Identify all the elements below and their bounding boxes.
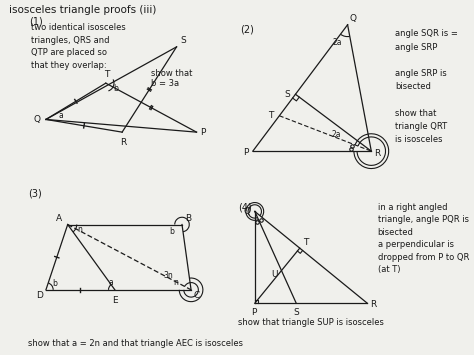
Text: (2): (2) [240, 25, 254, 35]
Text: 2a: 2a [332, 130, 341, 139]
Text: angle SQR is =
angle SRP

angle SRP is
bisected

show that
triangle QRT
is isosc: angle SQR is = angle SRP angle SRP is bi… [395, 29, 458, 144]
Text: 3n: 3n [164, 271, 173, 280]
Text: 2a: 2a [333, 38, 342, 47]
Text: (4): (4) [238, 203, 252, 213]
Text: show that a = 2n and that triangle AEC is isosceles: show that a = 2n and that triangle AEC i… [28, 339, 243, 348]
Text: P: P [243, 148, 248, 157]
Text: E: E [112, 296, 118, 305]
Text: a: a [59, 111, 64, 120]
Text: R: R [374, 149, 381, 158]
Text: A: A [56, 214, 62, 223]
Text: Q: Q [243, 207, 250, 216]
Text: S: S [293, 308, 299, 317]
Text: C: C [194, 291, 200, 300]
Text: U: U [271, 271, 277, 279]
Text: R: R [120, 138, 126, 147]
Text: in a right angled
triangle, angle PQR is
bisected
a perpendicular is
dropped fro: in a right angled triangle, angle PQR is… [378, 203, 469, 274]
Text: b: b [113, 84, 118, 93]
Text: n: n [78, 225, 82, 234]
Text: P: P [251, 308, 257, 317]
Text: P: P [200, 128, 206, 137]
Text: T: T [104, 70, 109, 78]
Text: Q: Q [34, 115, 40, 124]
Text: D: D [36, 291, 43, 300]
Text: b: b [169, 226, 174, 236]
Text: T: T [303, 237, 308, 247]
Text: B: B [185, 214, 191, 223]
Text: Q: Q [350, 14, 357, 23]
Text: (3): (3) [28, 188, 42, 198]
Text: a: a [109, 278, 113, 287]
Text: R: R [370, 300, 376, 309]
Text: (1): (1) [29, 16, 43, 26]
Text: show that triangle SUP is isosceles: show that triangle SUP is isosceles [238, 318, 384, 327]
Text: b: b [52, 279, 57, 288]
Text: S: S [284, 90, 290, 99]
Text: S: S [180, 36, 186, 45]
Text: T: T [268, 111, 274, 120]
Text: n: n [173, 278, 178, 287]
Text: isosceles triangle proofs (iii): isosceles triangle proofs (iii) [9, 5, 157, 15]
Text: show that
b = 3a: show that b = 3a [151, 69, 192, 88]
Text: two identical isosceles
triangles, QRS and
QTP are placed so
that they overlap:: two identical isosceles triangles, QRS a… [31, 23, 126, 70]
